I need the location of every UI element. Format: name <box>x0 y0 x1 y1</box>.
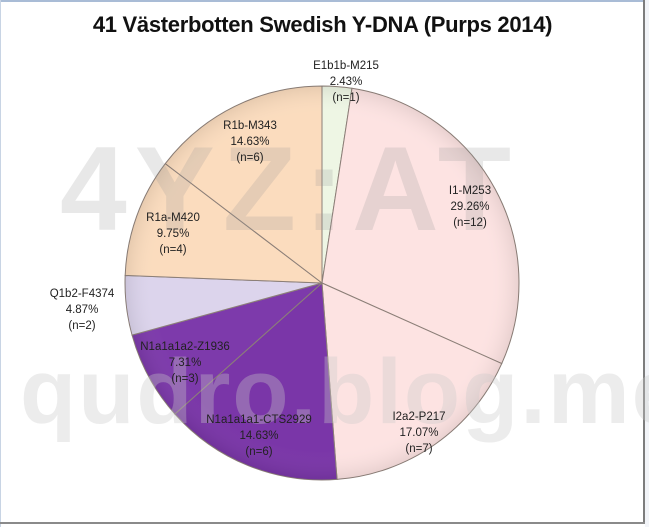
data-label: N1a1a1a2-Z1936 7.31% (n=3) <box>140 339 230 387</box>
data-label-n: (n=6) <box>245 446 273 458</box>
pie-bevel <box>125 86 519 480</box>
data-label-percent: 4.87% <box>65 304 99 316</box>
data-label-percent: 14.63% <box>230 136 270 148</box>
data-label: I2a2-P217 17.07% (n=7) <box>392 409 445 457</box>
chart-frame-left <box>0 0 1 527</box>
data-label-n: (n=3) <box>171 373 199 385</box>
data-label: Q1b2-F4374 4.87% (n=2) <box>50 286 115 334</box>
chart-frame-top <box>0 0 649 2</box>
data-label-percent: 9.75% <box>156 228 190 240</box>
data-label-percent: 29.26% <box>450 201 490 213</box>
data-label: R1b-M343 14.63% (n=6) <box>223 118 277 166</box>
data-label-label: E1b1b-M215 <box>313 60 379 72</box>
data-label-percent: 17.07% <box>399 427 439 439</box>
chart-frame-bottom <box>0 522 645 524</box>
data-label-label: R1a-M420 <box>146 212 200 224</box>
data-label: N1a1a1a1-CTS2929 14.63% (n=6) <box>206 412 312 460</box>
data-label-n: (n=4) <box>159 244 187 256</box>
chart-title: 41 Västerbotten Swedish Y-DNA (Purps 201… <box>92 12 553 37</box>
data-label-label: N1a1a1a1-CTS2929 <box>206 414 312 426</box>
data-label-n: (n=7) <box>405 443 433 455</box>
data-label-percent: 2.43% <box>329 76 363 88</box>
data-label-n: (n=1) <box>332 92 360 104</box>
data-label-label: N1a1a1a2-Z1936 <box>140 341 230 353</box>
data-label-label: I1-M253 <box>448 185 492 197</box>
sheet-cells-edge <box>645 0 649 527</box>
data-label-n: (n=2) <box>68 320 96 332</box>
data-label-label: Q1b2-F4374 <box>49 288 115 300</box>
chart-frame-right <box>643 0 645 523</box>
data-label: I1-M253 29.26% (n=12) <box>449 183 491 231</box>
data-label-label: I2a2-P217 <box>392 411 446 423</box>
data-label-n: (n=6) <box>236 152 264 164</box>
data-label: E1b1b-M215 2.43% (n=1) <box>313 58 379 106</box>
data-label: R1a-M420 9.75% (n=4) <box>146 210 200 258</box>
data-label-n: (n=12) <box>453 217 487 229</box>
data-label-label: R1b-M343 <box>223 120 277 132</box>
data-label-percent: 14.63% <box>239 430 279 442</box>
data-label-percent: 7.31% <box>168 357 202 369</box>
